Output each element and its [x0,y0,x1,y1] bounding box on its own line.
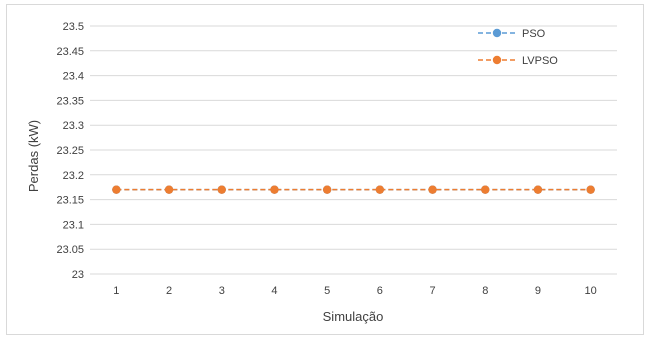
data-point-lvpso [375,185,385,194]
x-tick-label: 3 [219,285,225,297]
chart-frame [6,4,644,335]
data-point-lvpso [217,185,226,194]
x-tick-label: 10 [585,285,597,297]
x-axis-ticks: 1 2 3 4 5 6 7 8 9 10 [113,285,596,297]
y-tick-label: 23.2 [63,170,84,182]
y-axis-title: Perdas (kW) [26,120,41,192]
data-point-lvpso [533,185,543,194]
x-tick-label: 9 [535,285,541,297]
data-point-lvpso [112,185,121,194]
x-tick-label: 1 [113,285,119,297]
x-tick-label: 5 [324,285,330,297]
data-point-lvpso [270,185,279,194]
data-point-lvpso [586,185,595,194]
y-tick-label: 23.45 [56,46,84,58]
x-tick-label: 7 [429,285,435,297]
y-tick-label: 23 [72,269,84,281]
y-tick-label: 23.4 [63,71,84,83]
legend-label-pso: PSO [522,28,546,40]
x-tick-label: 2 [166,285,172,297]
legend-marker-lvpso [492,55,502,65]
x-tick-label: 6 [377,285,383,297]
x-tick-label: 4 [271,285,277,297]
data-point-lvpso [481,185,490,194]
y-tick-label: 23.15 [56,195,84,207]
gridlines [90,25,617,275]
y-tick-label: 23.3 [63,120,84,132]
y-tick-label: 23.1 [63,219,84,231]
y-tick-label: 23.35 [56,95,84,107]
legend: PSO LVPSO [478,28,558,67]
x-axis-title: Simulação [323,309,384,324]
series-group [112,185,595,194]
x-tick-label: 8 [482,285,488,297]
data-point-lvpso [428,185,437,194]
y-axis-ticks: 23 23.05 23.1 23.15 23.2 23.25 23.3 23.35 23.4 23… [56,21,84,281]
data-point-lvpso [322,185,332,194]
y-tick-label: 23.25 [56,145,84,157]
y-tick-label: 23.05 [56,244,84,256]
y-tick-label: 23.5 [63,21,84,33]
legend-marker-pso [492,28,502,38]
legend-label-lvpso: LVPSO [522,55,558,67]
data-point-lvpso [164,185,174,194]
